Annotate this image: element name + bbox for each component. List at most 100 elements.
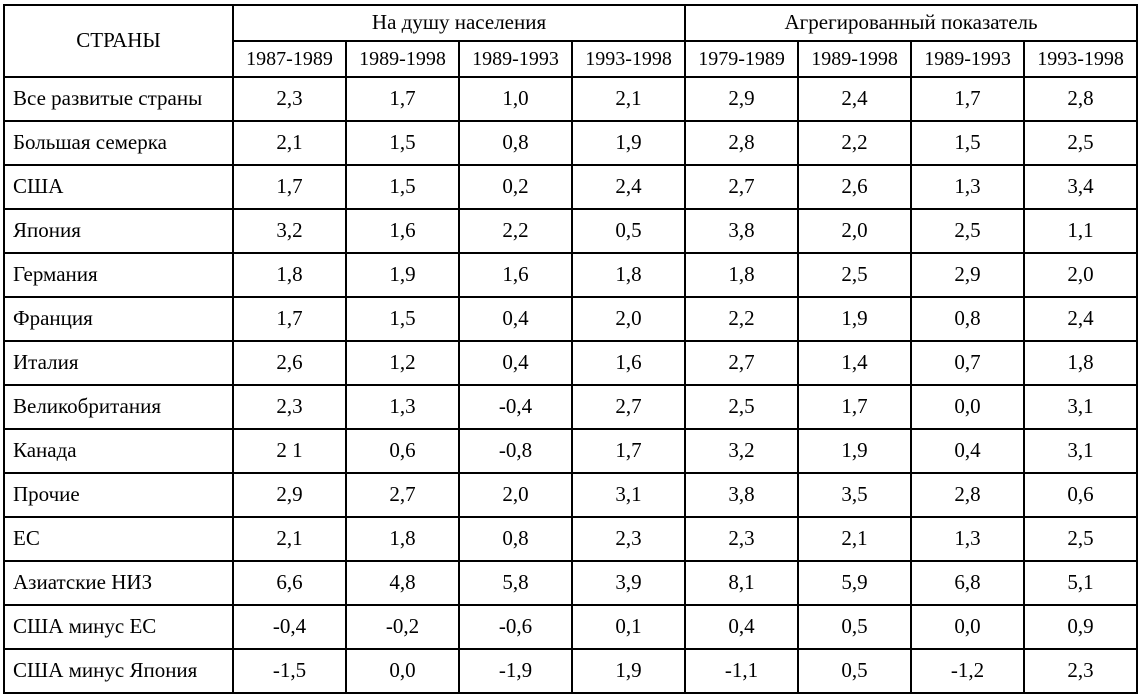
value-cell: 2,9	[910, 252, 1026, 298]
value-cell: 3,5	[797, 472, 913, 518]
value-cell: 2,5	[1023, 516, 1139, 562]
value-cell: 2,3	[684, 516, 800, 562]
value-cell: 2,4	[570, 164, 687, 210]
value-cell: 1,7	[232, 296, 347, 342]
value-cell: 2,3	[570, 516, 687, 562]
value-cell: 2,2	[458, 208, 573, 254]
table-row: Франция 1,7 1,5 0,4 2,0 2,2 1,9 0,8 2,4	[3, 296, 1139, 342]
value-cell: 2,1	[797, 516, 913, 562]
table-row: Япония 3,2 1,6 2,2 0,5 3,8 2,0 2,5 1,1	[3, 208, 1139, 254]
value-cell: 2,5	[797, 252, 913, 298]
value-cell: 0,4	[458, 296, 573, 342]
value-cell: 0,5	[797, 604, 913, 650]
country-cell: Все развитые страны	[3, 76, 234, 122]
country-cell: Франция	[3, 296, 234, 342]
value-cell: 0,8	[458, 120, 573, 166]
country-cell: Великобритания	[3, 384, 234, 430]
table-row: Италия 2,6 1,2 0,4 1,6 2,7 1,4 0,7 1,8	[3, 340, 1139, 386]
value-cell: 1,8	[684, 252, 800, 298]
value-cell: 1,3	[910, 164, 1026, 210]
value-cell: 5,9	[797, 560, 913, 606]
value-cell: 0,6	[1023, 472, 1139, 518]
value-cell: -1,5	[232, 648, 347, 694]
table-row: США минус Япония -1,5 0,0 -1,9 1,9 -1,1 0,5 -1,…	[3, 648, 1139, 694]
value-cell: 0,2	[458, 164, 573, 210]
table-row: Великобритания 2,3 1,3 -0,4 2,7 2,5 1,7 0,0 3,1	[3, 384, 1139, 430]
value-cell: 3,1	[570, 472, 687, 518]
period-header-cell: 1993-1998	[570, 40, 687, 78]
value-cell: 2,8	[1023, 76, 1139, 122]
value-cell: 2 1	[232, 428, 347, 474]
value-cell: 0,0	[910, 384, 1026, 430]
value-cell: 2,8	[684, 120, 800, 166]
value-cell: 3,8	[684, 472, 800, 518]
value-cell: 2,9	[684, 76, 800, 122]
value-cell: 1,9	[797, 296, 913, 342]
value-cell: 1,7	[910, 76, 1026, 122]
value-cell: 0,0	[910, 604, 1026, 650]
value-cell: 1,0	[458, 76, 573, 122]
value-cell: -0,2	[345, 604, 460, 650]
period-header-cell: 1989-1993	[910, 40, 1026, 78]
value-cell: 1,3	[345, 384, 460, 430]
value-cell: 2,7	[345, 472, 460, 518]
value-cell: 1,1	[1023, 208, 1139, 254]
period-header-cell: 1989-1993	[458, 40, 573, 78]
value-cell: 2,5	[1023, 120, 1139, 166]
value-cell: 0,0	[345, 648, 460, 694]
value-cell: 1,5	[345, 164, 460, 210]
value-cell: 2,7	[684, 164, 800, 210]
value-cell: 2,4	[1023, 296, 1139, 342]
value-cell: 1,8	[345, 516, 460, 562]
value-cell: 2,6	[797, 164, 913, 210]
value-cell: 0,6	[345, 428, 460, 474]
value-cell: 3,2	[232, 208, 347, 254]
value-cell: 1,7	[232, 164, 347, 210]
countries-growth-table: СТРАНЫ На душу населения Агрегированный …	[3, 4, 1139, 694]
value-cell: 1,9	[570, 648, 687, 694]
value-cell: 0,8	[458, 516, 573, 562]
value-cell: -0,4	[458, 384, 573, 430]
value-cell: 6,6	[232, 560, 347, 606]
value-cell: 4,8	[345, 560, 460, 606]
value-cell: 0,7	[910, 340, 1026, 386]
value-cell: -0,6	[458, 604, 573, 650]
value-cell: 2,2	[684, 296, 800, 342]
country-cell: США	[3, 164, 234, 210]
value-cell: 0,4	[910, 428, 1026, 474]
table-row: США 1,7 1,5 0,2 2,4 2,7 2,6 1,3 3,4	[3, 164, 1139, 210]
header-period-row: 1987-1989 1989-1998 1989-1993 1993-1998 …	[4, 40, 1139, 78]
table-row: США минус ЕС -0,4 -0,2 -0,6 0,1 0,4 0,5 0,0 0,9	[3, 604, 1139, 650]
country-cell: США минус Япония	[3, 648, 234, 694]
value-cell: 1,8	[570, 252, 687, 298]
country-cell: Прочие	[3, 472, 234, 518]
value-cell: 2,3	[232, 76, 347, 122]
country-cell: Германия	[3, 252, 234, 298]
value-cell: 2,7	[570, 384, 687, 430]
value-cell: -1,2	[910, 648, 1026, 694]
value-cell: 1,6	[458, 252, 573, 298]
value-cell: 0,5	[570, 208, 687, 254]
value-cell: 2,1	[232, 120, 347, 166]
table-row: Все развитые страны 2,3 1,7 1,0 2,1 2,9 2,4 1,7…	[3, 76, 1139, 122]
value-cell: -1,9	[458, 648, 573, 694]
value-cell: 3,8	[684, 208, 800, 254]
value-cell: 2,0	[1023, 252, 1139, 298]
value-cell: -0,8	[458, 428, 573, 474]
value-cell: 5,1	[1023, 560, 1139, 606]
country-cell: ЕС	[3, 516, 234, 562]
table-row: ЕС 2,1 1,8 0,8 2,3 2,3 2,1 1,3 2,5	[3, 516, 1139, 562]
country-cell: США минус ЕС	[3, 604, 234, 650]
value-cell: 2,8	[910, 472, 1026, 518]
value-cell: 1,6	[570, 340, 687, 386]
value-cell: 1,5	[910, 120, 1026, 166]
value-cell: 1,7	[570, 428, 687, 474]
value-cell: 2,5	[910, 208, 1026, 254]
value-cell: 0,5	[797, 648, 913, 694]
value-cell: -1,1	[684, 648, 800, 694]
value-cell: 2,9	[232, 472, 347, 518]
header-group-row: СТРАНЫ На душу населения Агрегированный …	[3, 4, 1139, 78]
value-cell: 1,9	[345, 252, 460, 298]
value-cell: 2,3	[1023, 648, 1139, 694]
value-cell: 1,7	[345, 76, 460, 122]
